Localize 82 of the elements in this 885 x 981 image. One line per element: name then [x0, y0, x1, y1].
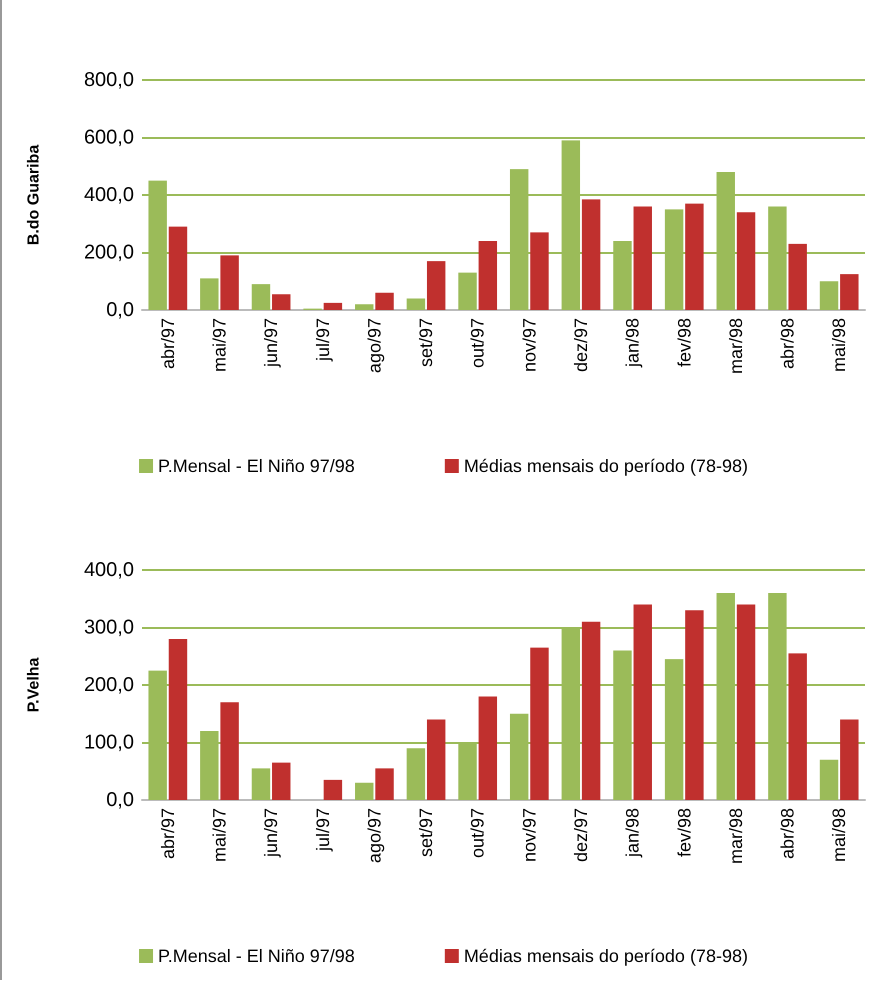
x-tick-label: out/97 [468, 808, 488, 858]
bar [634, 604, 652, 800]
y-tick-label: 200,0 [84, 674, 134, 696]
x-tick-label: nov/97 [519, 808, 540, 862]
x-tick-label: abr/98 [778, 808, 798, 860]
y-tick-label: 0,0 [106, 789, 134, 811]
y-tick-label: 0,0 [106, 299, 134, 321]
bar [685, 204, 704, 310]
y-tick-label: 300,0 [84, 616, 134, 638]
bar [324, 302, 342, 310]
bar [530, 648, 549, 800]
y-axis-title: P.Velha [26, 657, 42, 712]
x-tick-label: mai/97 [209, 808, 230, 862]
bar [788, 244, 807, 310]
bar [252, 768, 270, 800]
bar [355, 782, 374, 800]
y-tick-label: 100,0 [84, 732, 134, 754]
x-tick-label: abr/97 [158, 318, 178, 370]
bar [820, 760, 838, 800]
y-tick-label: 400,0 [84, 184, 134, 206]
bar [634, 206, 652, 310]
x-tick-label: dez/97 [570, 808, 591, 862]
x-tick-label: jan/98 [622, 318, 643, 368]
x-tick-label: ago/97 [364, 808, 384, 864]
x-tick-label: jul/97 [312, 318, 333, 362]
x-tick-label: abr/98 [778, 318, 798, 370]
bar [530, 232, 549, 310]
x-tick-label: fev/98 [674, 808, 694, 858]
bar [458, 272, 477, 310]
y-tick-label: 800,0 [84, 69, 134, 91]
x-tick-label: jun/97 [261, 808, 282, 858]
bar [478, 241, 498, 310]
x-tick-label: jun/97 [261, 318, 282, 368]
bar [478, 696, 498, 800]
bar [820, 281, 838, 310]
y-tick-label: 200,0 [84, 242, 134, 264]
bar [375, 292, 394, 310]
bar [582, 199, 600, 310]
legend-label: Médias mensais do período (78-98) [464, 456, 748, 476]
bar [840, 274, 859, 310]
x-tick-label: mar/98 [726, 318, 746, 374]
x-tick-label: jul/97 [312, 808, 333, 852]
bar [840, 720, 859, 800]
bar [272, 762, 290, 800]
x-tick-label: abr/97 [158, 808, 178, 860]
bar [220, 255, 239, 310]
x-tick-label: out/97 [468, 318, 488, 368]
x-tick-label: set/97 [416, 808, 436, 858]
x-tick-label: jan/98 [622, 808, 643, 858]
x-tick-label: dez/97 [570, 318, 591, 372]
x-tick-label: mai/98 [829, 808, 850, 862]
legend-label: P.Mensal - El Niño 97/98 [158, 946, 355, 966]
legend-label: P.Mensal - El Niño 97/98 [158, 456, 355, 476]
bar [426, 720, 446, 800]
bar [426, 261, 446, 310]
bar [220, 702, 239, 800]
x-tick-label: ago/97 [364, 318, 384, 374]
bar [406, 298, 426, 310]
y-axis-title: B.do Guariba [26, 144, 42, 246]
bar [582, 622, 600, 800]
legend-label: Médias mensais do período (78-98) [464, 946, 748, 966]
x-tick-label: fev/98 [674, 318, 694, 368]
bar [406, 748, 426, 800]
bar [168, 226, 188, 310]
y-tick-label: 600,0 [84, 126, 134, 148]
x-tick-label: nov/97 [519, 318, 540, 372]
bar [200, 278, 219, 310]
bar [375, 768, 394, 800]
bar [168, 639, 188, 800]
y-tick-label: 400,0 [84, 559, 134, 581]
bar [324, 780, 342, 800]
bar [252, 284, 270, 310]
bar [685, 610, 704, 800]
x-tick-label: mai/97 [209, 318, 230, 372]
x-tick-label: mai/98 [829, 318, 850, 372]
bar [272, 294, 290, 310]
bar [736, 212, 756, 310]
bar [736, 604, 756, 800]
x-tick-label: set/97 [416, 318, 436, 368]
bar [355, 304, 374, 310]
bar [788, 653, 807, 800]
x-tick-label: mar/98 [726, 808, 746, 864]
